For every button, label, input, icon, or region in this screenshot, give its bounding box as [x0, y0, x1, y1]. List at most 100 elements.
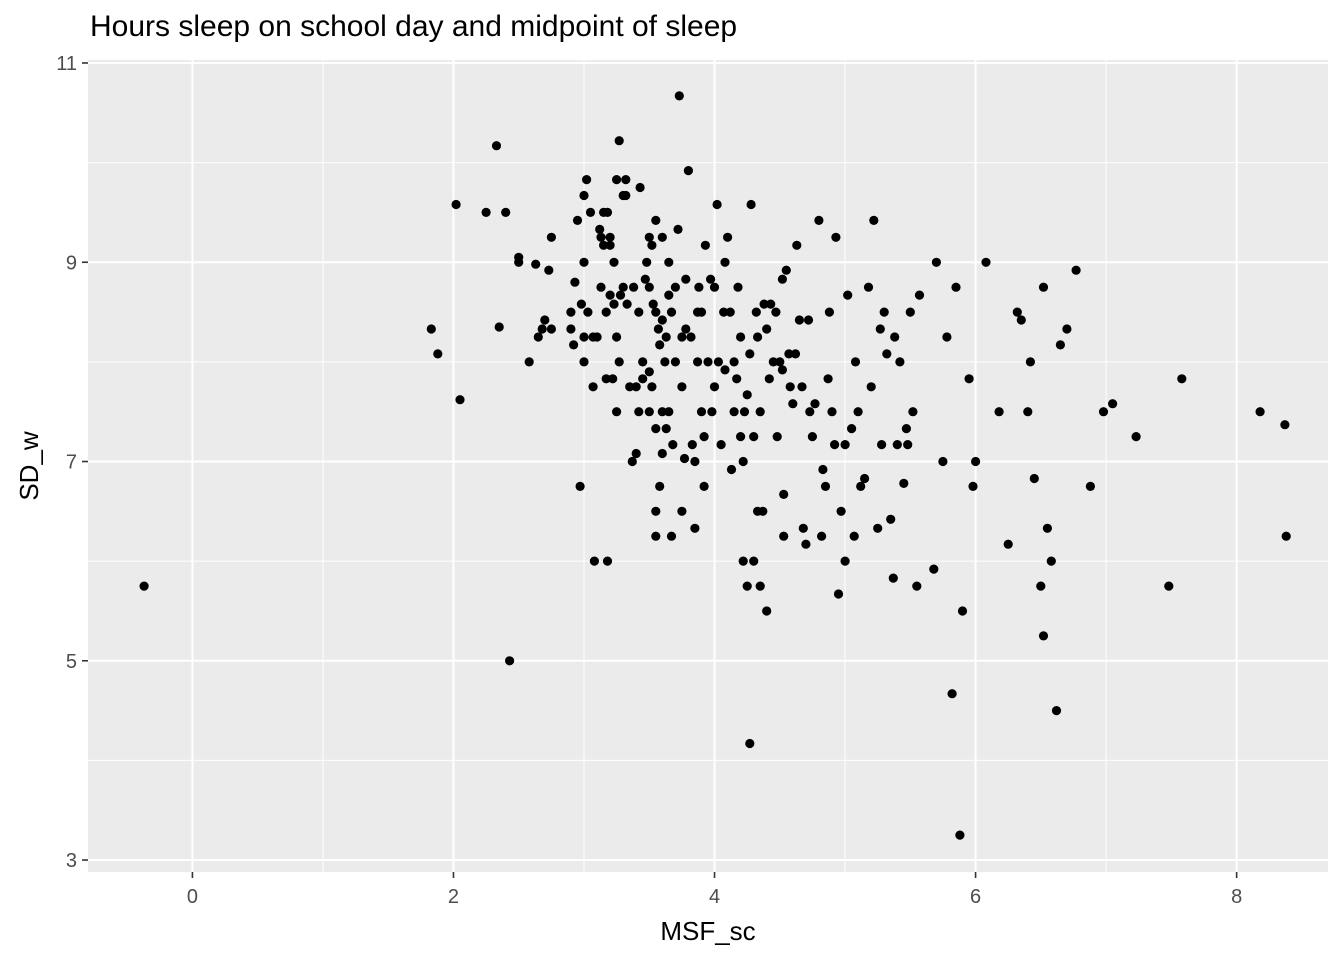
data-point	[830, 440, 840, 450]
data-point	[738, 456, 748, 467]
data-point	[1046, 556, 1056, 566]
data-point	[644, 232, 654, 242]
data-point	[968, 481, 978, 491]
data-point	[882, 349, 892, 359]
data-point	[836, 506, 846, 516]
data-point	[481, 207, 491, 217]
data-point	[892, 440, 902, 450]
data-point	[494, 322, 504, 332]
data-point	[1038, 631, 1049, 641]
data-point	[533, 332, 543, 342]
data-point	[1071, 265, 1081, 275]
data-point	[938, 456, 948, 467]
data-point	[583, 307, 593, 317]
data-point	[635, 182, 645, 193]
data-point	[1003, 539, 1013, 549]
data-points	[139, 91, 1291, 840]
data-point	[775, 357, 785, 367]
chart-title: Hours sleep on school day and midpoint o…	[90, 10, 738, 43]
data-point	[831, 232, 841, 242]
data-point	[736, 432, 746, 442]
data-point	[785, 382, 795, 392]
data-point	[709, 382, 720, 392]
data-point	[807, 432, 818, 442]
data-point	[657, 407, 667, 417]
data-point	[753, 332, 763, 342]
data-point	[833, 589, 844, 599]
data-point	[707, 407, 717, 417]
data-point	[955, 830, 965, 840]
data-point	[696, 307, 707, 317]
minor-gridlines	[88, 60, 1328, 872]
data-point	[670, 357, 681, 367]
data-point	[651, 215, 661, 225]
data-point	[873, 523, 883, 533]
data-point	[653, 324, 664, 334]
data-point	[139, 581, 149, 591]
data-point	[755, 581, 765, 591]
data-point	[912, 581, 922, 591]
data-point	[732, 374, 742, 384]
major-gridlines	[88, 60, 1328, 872]
data-point	[627, 456, 637, 467]
data-point	[661, 332, 671, 342]
data-point	[540, 315, 550, 325]
data-point	[772, 432, 782, 442]
data-point	[840, 440, 850, 450]
data-point	[824, 307, 835, 317]
data-point	[686, 332, 696, 342]
data-point	[1042, 523, 1052, 533]
data-point	[784, 349, 794, 359]
data-point	[595, 224, 605, 234]
data-point	[1255, 407, 1265, 417]
data-point	[847, 424, 857, 434]
data-point	[634, 307, 644, 317]
data-point	[546, 232, 557, 242]
data-point	[1036, 581, 1046, 591]
data-point	[426, 324, 436, 334]
data-point	[601, 307, 611, 317]
data-point	[964, 374, 974, 384]
data-point	[1038, 282, 1049, 292]
data-point	[566, 307, 576, 317]
data-point	[849, 531, 859, 541]
data-point	[971, 456, 981, 467]
data-point	[792, 240, 802, 250]
data-point	[681, 274, 691, 284]
data-point	[589, 556, 600, 566]
data-point	[644, 367, 654, 377]
data-point	[585, 207, 596, 217]
data-point	[696, 407, 707, 417]
data-point	[651, 506, 661, 516]
x-tick-label: 4	[709, 886, 720, 908]
data-point	[575, 481, 585, 491]
data-point	[579, 332, 589, 342]
data-point	[1164, 581, 1174, 591]
data-point	[648, 299, 658, 309]
data-point	[942, 332, 952, 342]
data-point	[546, 324, 557, 334]
data-point	[651, 531, 661, 541]
data-point	[1025, 357, 1035, 367]
data-point	[1051, 706, 1062, 716]
data-point	[888, 573, 898, 583]
data-point	[794, 315, 805, 325]
data-point	[451, 199, 461, 210]
data-point	[629, 282, 639, 292]
x-tick-label: 0	[187, 886, 198, 908]
data-point	[762, 606, 772, 616]
data-point	[712, 199, 722, 210]
plot-panel	[88, 60, 1328, 872]
data-point	[779, 489, 789, 499]
data-point	[869, 215, 879, 225]
data-point	[706, 274, 716, 284]
data-point	[657, 315, 667, 325]
data-point	[771, 307, 781, 317]
data-point	[657, 232, 667, 242]
data-point	[981, 257, 991, 267]
data-point	[860, 473, 870, 484]
data-point	[687, 440, 697, 450]
data-point	[501, 207, 511, 217]
data-point	[777, 365, 788, 375]
data-point	[713, 357, 724, 367]
